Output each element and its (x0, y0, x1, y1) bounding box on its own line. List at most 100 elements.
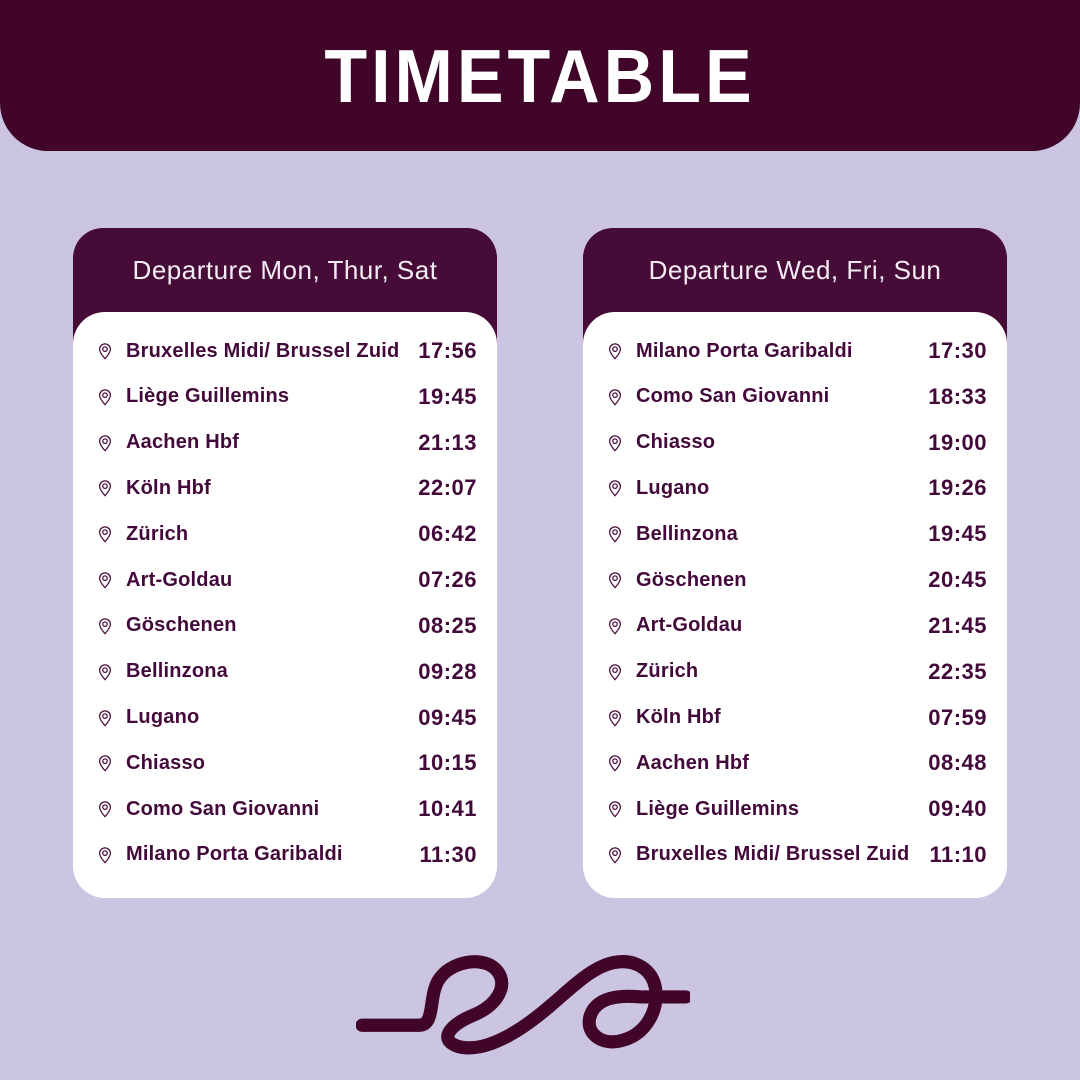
station-name: Art-Goldau (636, 614, 743, 637)
squiggle-logo (356, 955, 690, 1055)
timetable-row: Bruxelles Midi/ Brussel Zuid 17:56 (95, 338, 477, 364)
departure-time: 09:45 (418, 704, 477, 730)
location-pin-icon (605, 662, 625, 682)
departure-time: 19:45 (928, 521, 987, 547)
page-title: TIMETABLE (324, 33, 756, 118)
timetable-row: Como San Giovanni 18:33 (605, 384, 987, 410)
footer (356, 953, 690, 1057)
departure-time: 19:26 (928, 475, 987, 501)
station-name: Chiasso (636, 431, 716, 454)
timetable-row: Liège Guillemins 09:40 (605, 796, 987, 822)
station-name: Art-Goldau (126, 568, 233, 591)
departure-time: 10:15 (418, 750, 477, 776)
station-name: Milano Porta Garibaldi (126, 843, 343, 866)
timetable-row: Zürich 06:42 (95, 521, 477, 547)
departure-time: 08:48 (928, 750, 987, 776)
location-pin-icon (95, 616, 115, 636)
timetable-row: Köln Hbf 22:07 (95, 475, 477, 501)
location-pin-icon (605, 616, 625, 636)
timetable-row: Liège Guillemins 19:45 (95, 384, 477, 410)
location-pin-icon (95, 433, 115, 453)
departure-time: 10:41 (418, 796, 477, 822)
station-name: Como San Giovanni (636, 385, 830, 408)
departure-time: 09:40 (928, 796, 987, 822)
departure-time: 07:59 (928, 704, 987, 730)
timetable-row: Milano Porta Garibaldi 11:30 (95, 842, 477, 868)
departure-time: 22:35 (928, 658, 987, 684)
location-pin-icon (605, 387, 625, 407)
location-pin-icon (605, 341, 625, 361)
location-pin-icon (605, 478, 625, 498)
location-pin-icon (95, 570, 115, 590)
banner: TIMETABLE (0, 0, 1080, 151)
departure-time: 19:00 (928, 429, 987, 455)
departure-time: 20:45 (928, 567, 987, 593)
card-title: Departure Mon, Thur, Sat (132, 254, 438, 285)
station-name: Como San Giovanni (126, 797, 320, 820)
station-name: Milano Porta Garibaldi (636, 339, 853, 362)
departure-time: 09:28 (418, 658, 477, 684)
timetable-row: Lugano 09:45 (95, 705, 477, 731)
location-pin-icon (605, 845, 625, 865)
timetable-card-mon-thur-sat: Departure Mon, Thur, Sat Bruxelles Midi/… (73, 228, 497, 898)
station-name: Köln Hbf (126, 476, 211, 499)
location-pin-icon (95, 341, 115, 361)
timetable-row: Bellinzona 09:28 (95, 659, 477, 685)
station-name: Zürich (126, 522, 189, 545)
location-pin-icon (605, 570, 625, 590)
timetable-row: Aachen Hbf 08:48 (605, 750, 987, 776)
location-pin-icon (605, 433, 625, 453)
station-name: Lugano (636, 476, 710, 499)
departure-time: 17:30 (928, 338, 987, 363)
departure-time: 19:45 (418, 383, 477, 409)
timetable-row: Como San Giovanni 10:41 (95, 796, 477, 822)
station-name: Bruxelles Midi/ Brussel Zuid (126, 339, 400, 362)
departure-time: 18:33 (928, 383, 987, 409)
station-name: Aachen Hbf (636, 751, 750, 774)
station-name: Göschenen (126, 614, 237, 637)
station-name: Köln Hbf (636, 706, 721, 728)
departure-time: 06:42 (418, 521, 477, 547)
departure-time: 07:26 (418, 567, 477, 593)
location-pin-icon (95, 753, 115, 773)
station-name: Liège Guillemins (126, 385, 290, 408)
timetable-row: Art-Goldau 21:45 (605, 613, 987, 639)
location-pin-icon (95, 524, 115, 544)
timetable-row: Art-Goldau 07:26 (95, 567, 477, 593)
station-name: Aachen Hbf (126, 431, 240, 454)
station-name: Lugano (126, 706, 200, 728)
departure-time: 22:07 (418, 475, 477, 501)
location-pin-icon (605, 799, 625, 819)
departure-time: 08:25 (418, 612, 477, 638)
location-pin-icon (605, 753, 625, 773)
station-name: Zürich (636, 660, 699, 683)
location-pin-icon (95, 662, 115, 682)
departure-time: 11:10 (929, 841, 987, 867)
location-pin-icon (95, 845, 115, 865)
location-pin-icon (605, 524, 625, 544)
departure-time: 17:56 (418, 338, 477, 363)
station-name: Bellinzona (126, 660, 229, 683)
departure-time: 21:45 (928, 612, 987, 638)
timetable-row: Aachen Hbf 21:13 (95, 430, 477, 456)
station-name: Chiasso (126, 751, 206, 774)
departure-time: 11:30 (419, 841, 477, 867)
location-pin-icon (95, 387, 115, 407)
card-body: Bruxelles Midi/ Brussel Zuid 17:56 Liège… (73, 312, 497, 898)
timetable-row: Köln Hbf 07:59 (605, 705, 987, 731)
location-pin-icon (95, 799, 115, 819)
timetable-row: Milano Porta Garibaldi 17:30 (605, 338, 987, 364)
station-name: Bellinzona (636, 522, 739, 545)
timetable-row: Göschenen 08:25 (95, 613, 477, 639)
location-pin-icon (95, 478, 115, 498)
timetable-row: Chiasso 10:15 (95, 750, 477, 776)
timetable-row: Lugano 19:26 (605, 475, 987, 501)
departure-time: 21:13 (418, 429, 477, 455)
timetable-row: Zürich 22:35 (605, 659, 987, 685)
card-body: Milano Porta Garibaldi 17:30 Como San Gi… (583, 312, 1007, 898)
timetable-row: Bellinzona 19:45 (605, 521, 987, 547)
station-name: Liège Guillemins (636, 797, 800, 820)
location-pin-icon (605, 708, 625, 728)
timetable-row: Bruxelles Midi/ Brussel Zuid 11:10 (605, 842, 987, 868)
